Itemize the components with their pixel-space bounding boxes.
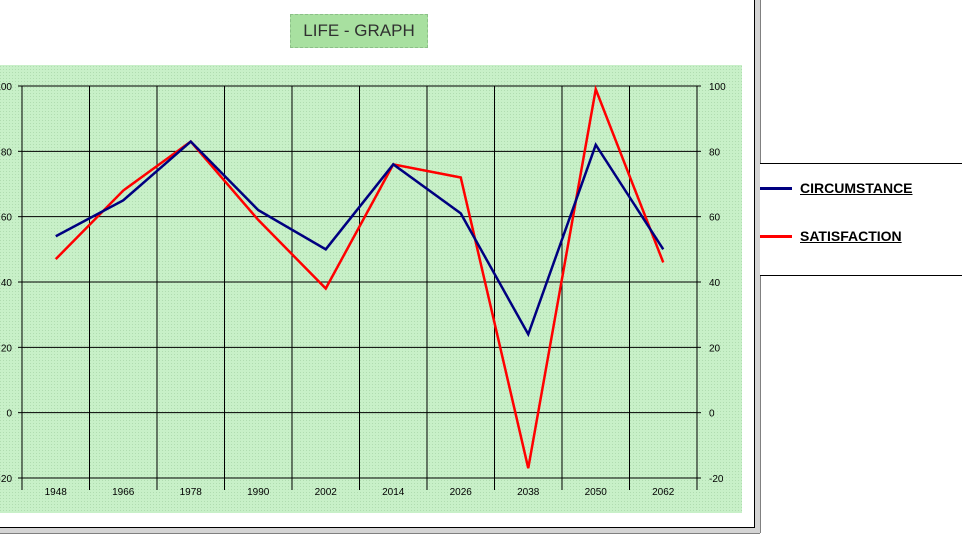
y-tick-label-right: 0 xyxy=(709,409,715,420)
y-tick-label-right: 20 xyxy=(709,343,721,354)
x-tick-label: 2026 xyxy=(450,487,473,498)
legend-swatch-satisfaction xyxy=(760,234,792,238)
x-tick-label: 2050 xyxy=(585,487,608,498)
x-tick-label: 2014 xyxy=(382,487,405,498)
x-tick-label: 1990 xyxy=(247,487,270,498)
series-line-satisfaction xyxy=(54,84,665,469)
x-tick-label: 2002 xyxy=(315,487,338,498)
window-shadow-bottom xyxy=(0,528,760,534)
legend-item-satisfaction: SATISFACTION xyxy=(760,228,902,244)
legend-item-circumstance: CIRCUMSTANCE xyxy=(760,180,913,196)
chart-title: LIFE - GRAPH xyxy=(290,14,428,48)
x-tick-label: 1978 xyxy=(180,487,203,498)
x-tick-label: 1948 xyxy=(45,487,68,498)
x-tick-label: 2062 xyxy=(652,487,675,498)
y-tick-label-left: 60 xyxy=(1,213,13,224)
y-tick-label-right: -20 xyxy=(709,474,724,485)
legend-swatch-circumstance xyxy=(760,186,792,190)
line-chart: -20 -20 0 0 20 20 40 40 60 60 80 80 100 100 1948 1966 19… xyxy=(0,65,742,513)
y-tick-label-left: 0 xyxy=(6,409,12,420)
legend-label-satisfaction: SATISFACTION xyxy=(800,228,902,244)
x-tick-label: 1966 xyxy=(112,487,135,498)
y-tick-label-left: 100 xyxy=(0,82,12,93)
y-tick-label-right: 80 xyxy=(709,147,721,158)
y-tick-label-right: 40 xyxy=(709,278,721,289)
y-tick-label-left: -20 xyxy=(0,474,12,485)
series-line-circumstance xyxy=(55,139,665,338)
x-tick-label: 2038 xyxy=(517,487,540,498)
y-tick-label-right: 60 xyxy=(709,213,721,224)
y-tick-label-left: 40 xyxy=(1,278,13,289)
legend: CIRCUMSTANCE SATISFACTION xyxy=(760,163,962,276)
legend-label-circumstance: CIRCUMSTANCE xyxy=(800,180,913,196)
y-tick-label-left: 80 xyxy=(1,147,13,158)
y-tick-label-left: 20 xyxy=(1,343,13,354)
plot-area-background xyxy=(0,65,742,513)
y-tick-label-right: 100 xyxy=(709,82,726,93)
